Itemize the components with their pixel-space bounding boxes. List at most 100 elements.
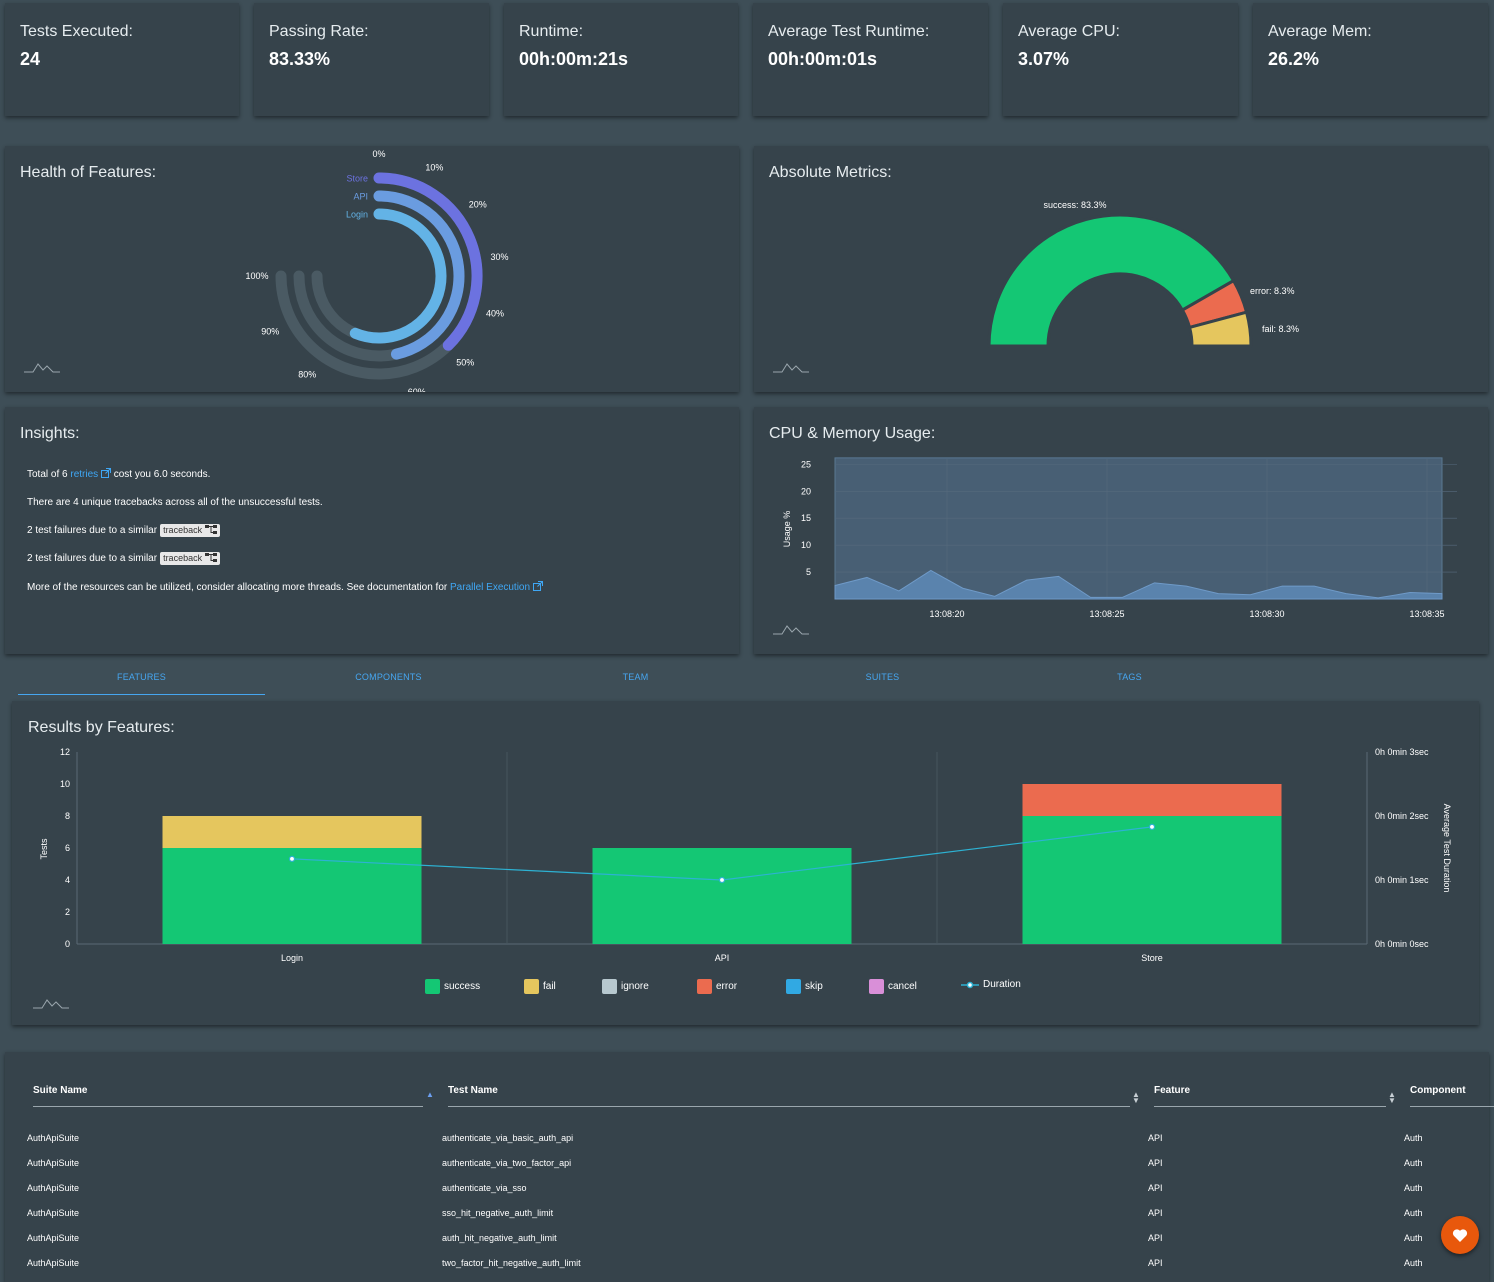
external-link-icon[interactable] <box>532 581 543 591</box>
retries-link[interactable]: retries <box>70 469 99 480</box>
kpi-value: 24 <box>20 49 41 69</box>
kpi-value: 3.07% <box>1018 49 1070 69</box>
insights-panel: Insights: Total of 6 retries cost you 6.… <box>5 407 739 654</box>
legend-swatch <box>602 979 617 994</box>
sitemap-icon <box>204 525 217 534</box>
kpi-label: Runtime: <box>519 23 584 40</box>
cell-feature: API <box>1148 1133 1163 1143</box>
x-tick-label: 13:08:35 <box>1409 609 1444 619</box>
cpu-memory-chart: 25 20 15 10 5 13:08:20 13:08:25 13:08:30 13:08:3… <box>782 457 1457 619</box>
column-header-feature[interactable]: Feature <box>1154 1085 1191 1096</box>
cell-feature: API <box>1148 1233 1163 1243</box>
legend-fail[interactable]: fail <box>524 979 556 994</box>
cpu-memory-panel: CPU & Memory Usage: 25 20 15 10 5 13:08:20 13:… <box>754 407 1488 654</box>
column-header-suite-name[interactable]: Suite Name <box>33 1085 88 1096</box>
y-tick-label: 6 <box>65 843 70 853</box>
legend-label: cancel <box>888 981 917 992</box>
kpi-average-cpu: Average CPU: 3.07% <box>1003 3 1238 116</box>
legend-label: ignore <box>621 981 649 992</box>
bar-error-store <box>1022 784 1282 816</box>
tab-tags[interactable]: TAGS <box>1117 672 1142 682</box>
chart-toolbar-icon[interactable] <box>772 622 810 636</box>
x-tick-label: 13:08:25 <box>1089 609 1124 619</box>
duration-point <box>288 855 296 862</box>
kpi-tests-executed: Tests Executed: 24 <box>5 3 239 116</box>
health-feature-label: API <box>353 192 368 202</box>
y-tick-label: 20 <box>801 486 811 496</box>
sort-ascending-icon[interactable]: ▲ <box>426 1090 434 1099</box>
health-radial-chart: Store API Login 0% 10% 20% 30% 40% 50% 60% 70% 80% 9… <box>245 149 508 392</box>
legend-label: Duration <box>983 979 1021 990</box>
column-divider <box>33 1106 423 1107</box>
legend-label: skip <box>805 981 823 992</box>
legend-label: fail <box>543 981 556 992</box>
insight-text: Total of 6 <box>27 469 71 480</box>
heart-icon <box>1452 1228 1468 1242</box>
sort-both-icon[interactable]: ▲ ▼ <box>1388 1090 1396 1105</box>
health-tick-label: 60% <box>408 387 426 392</box>
legend-duration[interactable]: Duration <box>961 979 1021 990</box>
insight-text: 2 test failures due to a similar <box>27 553 158 564</box>
parallel-execution-link[interactable]: Parallel Execution <box>450 582 531 593</box>
legend-cancel[interactable]: cancel <box>869 979 917 994</box>
sort-both-icon[interactable]: ▲ ▼ <box>1132 1090 1140 1105</box>
cell-suite-name: AuthApiSuite <box>27 1133 80 1143</box>
absolute-metrics-gauge: success: 83.3% error: 8.3% fail: 8.3% <box>987 200 1299 348</box>
x-tick-label: API <box>715 953 730 963</box>
panel-title: Results by Features: <box>28 719 175 736</box>
health-tick-label: 80% <box>298 370 316 380</box>
tab-suites[interactable]: SUITES <box>865 672 900 682</box>
chart-toolbar-icon[interactable] <box>23 360 61 374</box>
cell-feature: API <box>1148 1158 1163 1168</box>
cell-feature: API <box>1148 1183 1163 1193</box>
tab-components[interactable]: COMPONENTS <box>355 672 422 682</box>
y-tick-label: 2 <box>65 907 70 917</box>
tab-features[interactable]: FEATURES <box>117 672 166 682</box>
chart-toolbar-icon[interactable] <box>772 360 810 374</box>
y-tick-label: 8 <box>65 811 70 821</box>
chart-toolbar-icon[interactable] <box>32 996 70 1010</box>
column-header-test-name[interactable]: Test Name <box>448 1085 498 1096</box>
kpi-passing-rate: Passing Rate: 83.33% <box>254 3 489 116</box>
gauge-slice-success <box>987 213 1236 348</box>
cell-suite-name: AuthApiSuite <box>27 1158 80 1168</box>
traceback-button[interactable]: traceback <box>160 552 220 565</box>
insight-text: More of the resources can be utilized, c… <box>27 582 451 593</box>
health-tick-label: 90% <box>261 326 279 336</box>
panel-title: Insights: <box>20 425 80 442</box>
x-tick-label: 13:08:20 <box>929 609 964 619</box>
column-header-component[interactable]: Component <box>1410 1085 1466 1096</box>
legend-swatch <box>786 979 801 994</box>
external-link-icon[interactable] <box>100 468 111 478</box>
gauge-label: success: 83.3% <box>1043 200 1106 210</box>
panel-title: Health of Features: <box>20 164 157 181</box>
health-tick-label: 40% <box>486 309 504 319</box>
health-tick-label: 10% <box>425 162 443 172</box>
insight-tracebacks: There are 4 unique tracebacks across all… <box>27 497 323 508</box>
kpi-label: Average Mem: <box>1268 23 1372 40</box>
favorite-button[interactable] <box>1441 1216 1479 1254</box>
cell-component: Auth <box>1404 1183 1423 1193</box>
legend-skip[interactable]: skip <box>786 979 823 994</box>
y2-axis-label: Average Test Duration <box>1442 804 1452 893</box>
y2-tick-label: 0h 0min 3sec <box>1375 747 1429 757</box>
cell-test-name: authenticate_via_two_factor_api <box>442 1158 572 1168</box>
cell-feature: API <box>1148 1258 1163 1268</box>
bar-success-store <box>1022 816 1282 944</box>
bar-success-login <box>162 848 422 944</box>
insight-retries: Total of 6 retries cost you 6.0 seconds. <box>27 468 210 480</box>
bar-fail-login <box>162 816 422 848</box>
insight-failure: 2 test failures due to a similar tracebac… <box>27 524 220 537</box>
legend-error[interactable]: error <box>697 979 737 994</box>
kpi-value: 00h:00m:21s <box>519 49 629 69</box>
gauge-label: error: 8.3% <box>1250 286 1295 296</box>
legend-success[interactable]: success <box>425 979 480 994</box>
cell-test-name: two_factor_hit_negative_auth_limit <box>442 1258 581 1268</box>
traceback-button[interactable]: traceback <box>160 524 220 537</box>
y-tick-label: 10 <box>60 779 70 789</box>
traceback-label: traceback <box>163 553 203 563</box>
tab-team[interactable]: TEAM <box>622 672 649 682</box>
cell-test-name: sso_hit_negative_auth_limit <box>442 1208 554 1218</box>
kpi-runtime: Runtime: 00h:00m:21s <box>504 3 738 116</box>
legend-ignore[interactable]: ignore <box>602 979 649 994</box>
